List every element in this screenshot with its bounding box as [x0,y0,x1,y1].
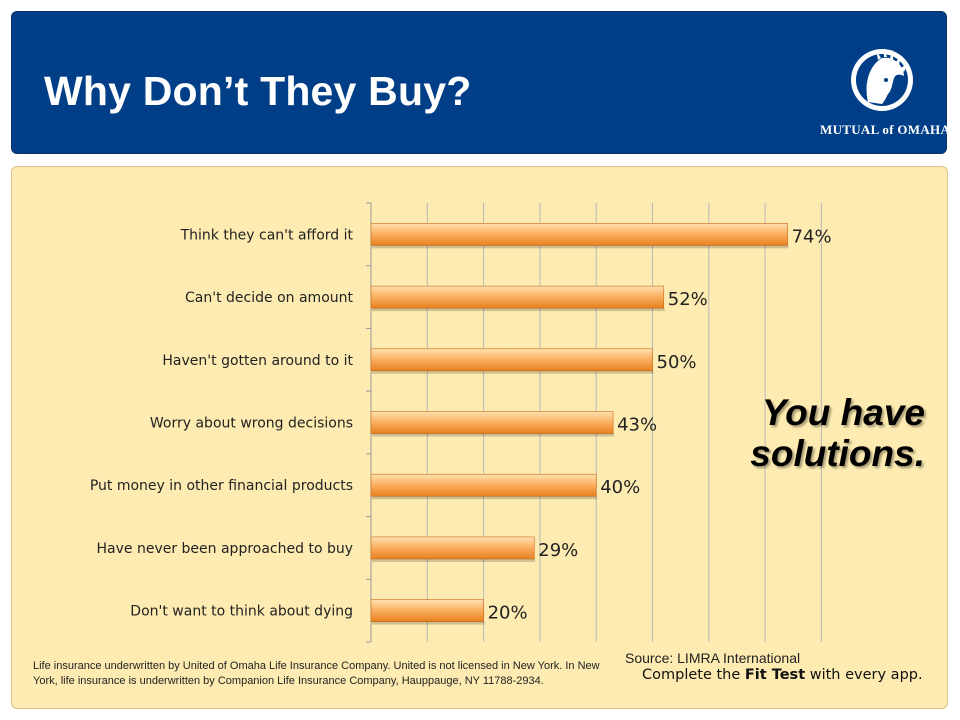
bar [370,473,597,497]
bar-shadow [372,558,536,562]
bar-shadow [372,433,615,437]
bar-shadow [372,496,598,500]
category-label: Haven't gotten around to it [162,353,353,369]
category-label: Can't decide on amount [185,290,353,306]
page-title: Why Don’t They Buy? [44,68,472,114]
category-label: Think they can't afford it [180,227,354,243]
value-label: 43% [617,415,657,436]
fit-test-before: Complete the [642,667,745,683]
bar-shadow [372,621,485,625]
category-label: Don't want to think about dying [130,604,353,620]
logo-text: MUTUAL of OMAHA [820,122,951,137]
fit-test-bold: Fit Test [744,667,806,683]
callout-text: You have solutions. [700,392,925,474]
bar-shadow [372,370,654,374]
indian-head-icon [851,48,913,111]
bar-shadow [372,245,789,249]
value-label: 52% [668,289,708,310]
callout-line-2: solutions. [750,433,925,474]
value-label: 50% [657,352,697,373]
bar-shadow [372,308,665,312]
callout-line-1: You have [761,392,925,433]
mutual-of-omaha-logo: MUTUAL of OMAHA [820,42,951,142]
value-label: 40% [600,477,640,498]
disclaimer-text: Life insurance underwritten by United of… [33,660,600,687]
chart-labels: Think they can't afford it 74% Can't decid… [90,226,832,623]
bar [370,411,614,434]
value-label: 29% [538,540,578,561]
fit-test-after: with every app. [805,667,923,683]
bar [370,348,653,372]
bar [370,536,535,560]
chart-bars [370,223,789,625]
value-label: 20% [488,603,528,624]
value-label: 74% [792,226,832,247]
category-label: Have never been approached to buy [97,541,354,557]
source-note: Source: LIMRA International [625,650,801,666]
header-banner: Why Don’t They Buy? MUTUAL of OMAHA [11,11,951,154]
bar [370,223,788,246]
bar [370,599,484,622]
bar [370,285,665,309]
category-label: Worry about wrong decisions [150,416,353,432]
category-label: Put money in other financial products [90,478,353,494]
fit-test-note: Complete the Fit Test with every app. [642,667,923,683]
